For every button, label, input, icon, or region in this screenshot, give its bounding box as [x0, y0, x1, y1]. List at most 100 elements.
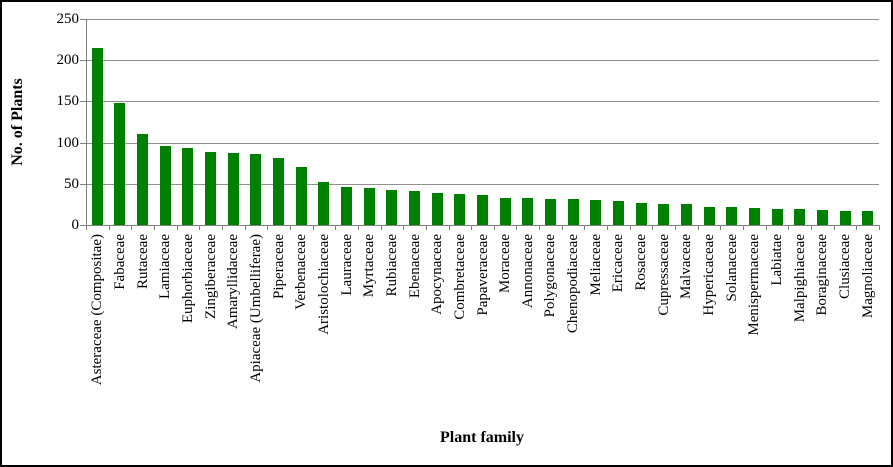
- bar-Combretaceae: [454, 194, 465, 225]
- x-tick-mark: [403, 225, 404, 230]
- x-tick-label: Myrtaceae: [361, 234, 377, 298]
- x-tick-label: Meliaceae: [588, 234, 604, 296]
- x-tick-label: Apiaceae (Umbelliferae): [248, 234, 264, 383]
- x-tick-mark: [449, 225, 450, 230]
- gridline-150: [86, 101, 879, 102]
- bar-Amaryllidaceae: [228, 153, 239, 225]
- x-tick-label: Aristolochiaceae: [316, 234, 332, 335]
- gridline-250: [86, 19, 879, 20]
- x-tick-mark: [675, 225, 676, 230]
- bar-Malvaceae: [681, 204, 692, 225]
- bar-Lamiaceae: [160, 146, 171, 225]
- bar-Apocynaceae: [432, 193, 443, 225]
- x-tick-mark: [652, 225, 653, 230]
- x-tick-label: Solanaceae: [724, 234, 740, 302]
- bar-Piperaceae: [273, 158, 284, 225]
- x-tick-mark: [630, 225, 631, 230]
- y-tick-mark-0: [80, 225, 86, 226]
- x-tick-label: Rubiaceae: [384, 234, 400, 297]
- x-tick-label: Verbenaceae: [293, 234, 309, 310]
- x-tick-mark: [313, 225, 314, 230]
- y-tick-label-150: 150: [56, 93, 80, 109]
- y-tick-label-250: 250: [56, 11, 80, 27]
- bar-Cupressaceae: [658, 204, 669, 225]
- y-tick-mark-150: [80, 101, 86, 102]
- bar-Solanaceae: [726, 207, 737, 225]
- y-tick-label-100: 100: [56, 135, 80, 151]
- y-tick-label-0: 0: [71, 217, 80, 233]
- bar-Hypericaceae: [704, 207, 715, 225]
- gridline-100: [86, 143, 879, 144]
- bar-Rosaceae: [636, 203, 647, 225]
- bar-Magnoliaceae: [862, 211, 873, 225]
- x-tick-mark: [743, 225, 744, 230]
- bar-Fabaceae: [114, 103, 125, 225]
- x-tick-label: Clusiaceae: [837, 234, 853, 299]
- x-tick-label: Piperaceae: [271, 234, 287, 299]
- y-tick-label-50: 50: [64, 176, 79, 192]
- bar-Chenopodiaceae: [568, 199, 579, 225]
- x-tick-label: Annonaceae: [520, 234, 536, 309]
- y-tick-label-200: 200: [56, 52, 80, 68]
- bar-Euphorbiaceae: [182, 148, 193, 225]
- x-tick-mark: [494, 225, 495, 230]
- x-tick-label: Malvaceae: [678, 234, 694, 299]
- x-tick-label: Papaveraceae: [475, 234, 491, 316]
- x-axis-line: [86, 225, 879, 226]
- x-tick-label: Rutaceae: [135, 234, 151, 289]
- x-tick-label: Euphorbiaceae: [180, 234, 196, 324]
- x-tick-mark: [222, 225, 223, 230]
- bar-Moraceae: [500, 198, 511, 225]
- x-tick-mark: [245, 225, 246, 230]
- x-tick-label: Polygonaceae: [542, 234, 558, 318]
- x-tick-mark: [358, 225, 359, 230]
- x-tick-mark: [856, 225, 857, 230]
- x-tick-mark: [381, 225, 382, 230]
- x-tick-mark: [177, 225, 178, 230]
- bar-Boraginaceae: [817, 210, 828, 225]
- bar-Rubiaceae: [386, 190, 397, 225]
- x-tick-label: Cupressaceae: [656, 234, 672, 316]
- x-tick-mark: [584, 225, 585, 230]
- x-tick-mark: [516, 225, 517, 230]
- x-tick-label: Fabaceae: [112, 234, 128, 290]
- bar-Ericaceae: [613, 201, 624, 225]
- x-tick-label: Malpighiaceae: [792, 234, 808, 323]
- bar-Polygonaceae: [545, 199, 556, 225]
- x-tick-mark: [131, 225, 132, 230]
- x-tick-label: Amaryllidaceae: [225, 234, 241, 329]
- x-tick-label: Chenopodiaceae: [565, 234, 581, 334]
- bar-Rutaceae: [137, 134, 148, 225]
- bar-Zingiberaceae: [205, 152, 216, 225]
- x-tick-mark: [109, 225, 110, 230]
- x-tick-label: Moraceae: [497, 234, 513, 294]
- x-axis-title: Plant family: [440, 429, 524, 446]
- bar-Asteraceae (Compositae): [92, 48, 103, 225]
- x-tick-mark: [471, 225, 472, 230]
- bar-Meliaceae: [590, 200, 601, 225]
- bar-Verbenaceae: [296, 167, 307, 225]
- x-tick-mark: [199, 225, 200, 230]
- x-tick-label: Ericaceae: [610, 234, 626, 293]
- x-tick-mark: [290, 225, 291, 230]
- y-axis-title: No. of Plants: [9, 78, 26, 166]
- bar-Malpighiaceae: [794, 209, 805, 225]
- x-tick-label: Combretaceae: [452, 234, 468, 320]
- bar-Apiaceae (Umbelliferae): [250, 154, 261, 225]
- x-tick-label: Magnoliaceae: [860, 234, 876, 319]
- x-tick-mark: [335, 225, 336, 230]
- y-tick-mark-250: [80, 19, 86, 20]
- x-tick-mark: [720, 225, 721, 230]
- bar-Clusiaceae: [840, 211, 851, 225]
- x-tick-label: Menispermaceae: [746, 234, 762, 336]
- x-tick-mark: [539, 225, 540, 230]
- bar-Annonaceae: [522, 198, 533, 225]
- y-tick-mark-100: [80, 143, 86, 144]
- x-tick-mark: [788, 225, 789, 230]
- bar-Myrtaceae: [364, 188, 375, 225]
- x-tick-mark: [154, 225, 155, 230]
- x-tick-label: Rosaceae: [633, 234, 649, 291]
- x-tick-mark: [426, 225, 427, 230]
